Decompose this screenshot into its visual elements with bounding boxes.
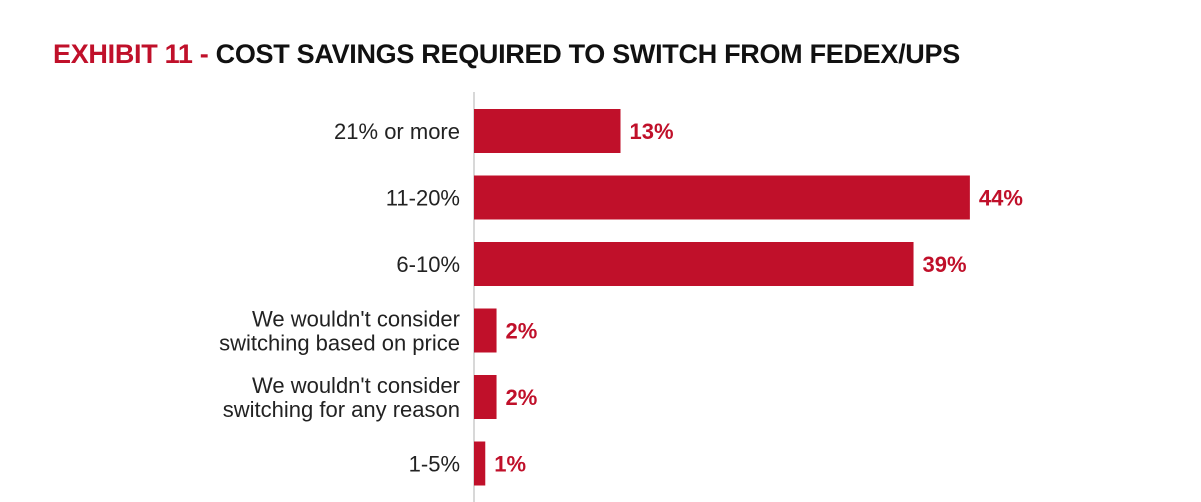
category-label-3: We wouldn't consider switching based on p… <box>219 307 460 356</box>
bar-1 <box>474 175 970 220</box>
category-label-1: 11-20% <box>386 186 460 211</box>
bar-4 <box>474 375 497 419</box>
bar-2 <box>474 242 914 286</box>
category-label-2: 6-10% <box>396 252 460 277</box>
category-label-0: 21% or more <box>334 119 460 144</box>
chart-title-main: COST SAVINGS REQUIRED TO SWITCH FROM FED… <box>215 39 961 69</box>
category-label-4: We wouldn't consider switching for any re… <box>223 373 460 422</box>
bar-3 <box>474 308 497 353</box>
bars-group: 13% 21% or more 44% 11-20% 39% 6-10% 2% We woul… <box>219 109 1023 486</box>
bar-value-label-2: 39% <box>923 252 967 277</box>
bar-value-label-1: 44% <box>979 186 1023 211</box>
chart-title-prefix: EXHIBIT 11 - <box>53 39 209 69</box>
chart-title: EXHIBIT 11 - COST SAVINGS REQUIRED TO SW… <box>53 36 960 72</box>
bar-value-label-0: 13% <box>630 119 674 144</box>
bar-value-label-4: 2% <box>506 385 538 410</box>
category-label-5: 1-5% <box>409 452 460 477</box>
bar-5 <box>474 441 486 486</box>
bar-value-label-3: 2% <box>506 319 538 344</box>
bar-value-label-5: 1% <box>494 452 526 477</box>
bar-0 <box>474 109 621 153</box>
